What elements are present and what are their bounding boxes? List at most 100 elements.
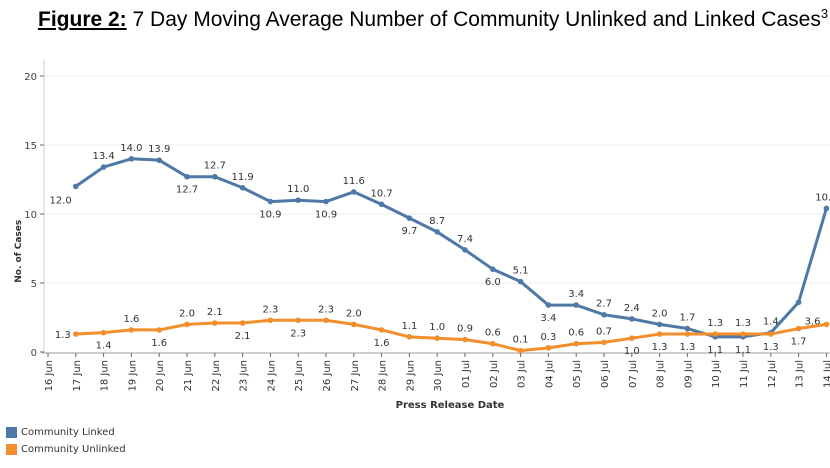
data-point	[100, 329, 107, 336]
x-tick-label: 22 Jun	[211, 360, 222, 392]
data-label: 1.4	[763, 317, 779, 328]
data-point	[573, 302, 579, 308]
x-tick-label: 19 Jun	[127, 360, 138, 392]
data-label: 1.0	[429, 322, 445, 333]
data-point	[156, 327, 162, 333]
data-point	[239, 184, 246, 191]
data-label: 2.0	[346, 308, 362, 319]
data-point	[712, 331, 718, 337]
x-tick-label: 08 Jul	[656, 360, 667, 388]
legend-item-linked: Community Linked	[6, 427, 115, 438]
y-tick-label: 5	[31, 279, 37, 290]
data-point	[823, 321, 830, 328]
x-tick-label: 24 Jun	[266, 360, 277, 392]
data-label: 12.7	[204, 161, 226, 172]
data-label: 0.3	[540, 332, 556, 343]
data-label: 1.3	[707, 318, 723, 329]
data-label: 1.6	[374, 338, 390, 349]
data-label: 1.7	[679, 313, 695, 324]
y-tick-label: 15	[24, 141, 37, 152]
data-label: 2.4	[624, 303, 640, 314]
data-point	[462, 247, 468, 253]
data-label: 12.7	[176, 185, 198, 196]
legend-swatch	[6, 427, 17, 438]
x-tick-label: 01 Jul	[461, 360, 472, 388]
data-point	[823, 205, 830, 212]
data-point	[73, 183, 79, 190]
x-tick-label: 29 Jun	[405, 360, 416, 392]
data-label: 10.7	[370, 188, 392, 199]
x-tick-label: 17 Jun	[72, 360, 83, 392]
x-tick-label: 07 Jul	[628, 360, 639, 388]
data-label: 13.9	[148, 144, 170, 155]
x-tick-label: 27 Jun	[350, 360, 361, 392]
data-label: 1.1	[401, 321, 417, 332]
y-axis-label: No. of Cases	[14, 220, 24, 283]
data-point	[100, 164, 107, 170]
data-point	[267, 317, 274, 324]
x-tick-label: 16 Jun	[44, 360, 55, 392]
data-label: 0.7	[596, 326, 612, 337]
data-label: 0.6	[485, 328, 501, 339]
x-tick-label: 04 Jul	[544, 360, 555, 388]
x-tick-label: 12 Jul	[767, 360, 778, 388]
data-label: 2.0	[179, 308, 195, 319]
data-label: 1.1	[735, 345, 751, 356]
data-point	[434, 335, 441, 342]
data-label: 12.0	[50, 195, 72, 206]
data-label: 1.6	[123, 314, 139, 325]
data-label: 7.4	[457, 234, 473, 245]
data-point	[406, 215, 413, 221]
x-tick-label: 25 Jun	[294, 360, 305, 392]
data-label: 1.1	[707, 345, 723, 356]
data-point	[656, 331, 663, 337]
data-point	[73, 331, 79, 337]
data-label: 2.7	[596, 299, 612, 310]
data-point	[795, 299, 802, 306]
data-label: 1.3	[679, 342, 695, 353]
data-label: 11.9	[231, 172, 253, 183]
data-point	[629, 335, 635, 342]
data-point	[184, 321, 190, 328]
data-label: 3.4	[540, 313, 556, 324]
y-tick-label: 20	[24, 72, 37, 83]
x-tick-label: 30 Jun	[433, 360, 444, 392]
data-label: 2.1	[207, 307, 223, 318]
x-tick-label: 14 Jul	[822, 360, 830, 388]
data-label: 0.1	[513, 335, 529, 346]
chart-title: Figure 2: 7 Day Moving Average Number of…	[38, 6, 829, 31]
data-point	[378, 327, 385, 333]
x-tick-label: 05 Jul	[572, 360, 583, 388]
data-point	[239, 320, 246, 326]
data-label: 8.7	[429, 216, 445, 227]
x-tick-label: 09 Jul	[683, 360, 694, 388]
data-point	[629, 316, 635, 322]
data-point	[351, 321, 357, 328]
data-label: 13.4	[92, 151, 114, 162]
x-tick-label: 06 Jul	[600, 360, 611, 388]
y-tick-label: 0	[31, 348, 37, 359]
data-point	[490, 340, 496, 347]
data-label: 2.1	[235, 331, 251, 342]
x-axis-label: Press Release Date	[396, 400, 505, 411]
x-tick-label: 26 Jun	[322, 360, 333, 392]
x-tick-label: 13 Jul	[795, 360, 806, 388]
data-point	[545, 345, 552, 351]
x-tick-label: 11 Jul	[739, 360, 750, 388]
legend-item-unlinked: Community Unlinked	[6, 444, 126, 455]
x-tick-label: 10 Jul	[711, 360, 722, 388]
data-point	[378, 201, 385, 208]
x-tick-label: 02 Jul	[489, 360, 500, 388]
data-point	[351, 189, 357, 195]
data-point	[267, 198, 274, 205]
data-label: 10.4	[815, 192, 830, 203]
data-point	[490, 266, 496, 273]
x-tick-label: 23 Jun	[239, 360, 250, 392]
x-tick-label: 20 Jun	[155, 360, 166, 392]
data-point	[295, 317, 302, 324]
data-point	[212, 320, 218, 326]
data-label: 3.4	[568, 289, 584, 300]
x-tick-label: 21 Jun	[183, 360, 194, 392]
data-label: 1.3	[735, 318, 751, 329]
